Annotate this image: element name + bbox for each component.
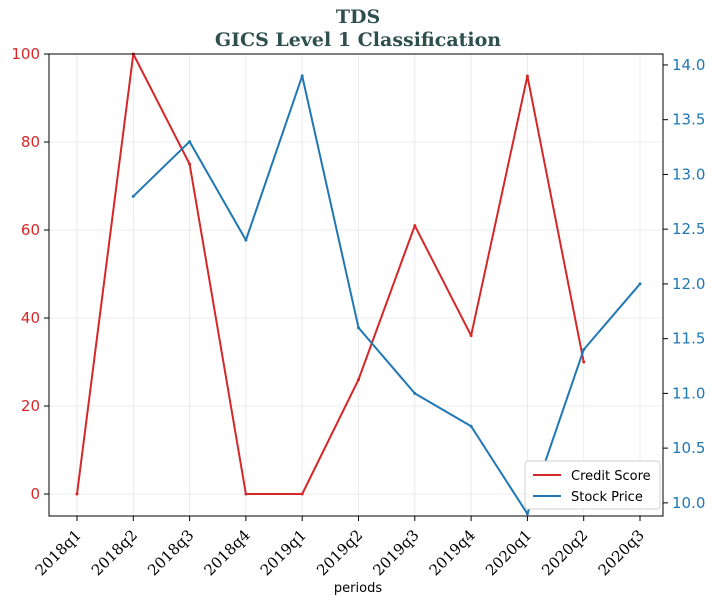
series-point-credit-score	[413, 224, 417, 228]
x-tick-label: 2020q1	[482, 526, 535, 579]
series-point-stock-price	[582, 348, 586, 352]
x-tick-label: 2020q3	[595, 526, 648, 579]
x-tick-label: 2018q1	[32, 526, 85, 579]
series-point-stock-price	[525, 512, 529, 516]
left-y-tick-label: 60	[21, 221, 40, 239]
right-y-tick-label: 11.0	[672, 384, 705, 402]
series-point-stock-price	[413, 391, 417, 395]
legend-label-stock-price: Stock Price	[571, 490, 643, 505]
series-point-stock-price	[357, 326, 360, 330]
x-axis-label: periods	[334, 581, 382, 596]
right-y-tick-label: 10.5	[672, 439, 705, 457]
x-tick-label: 2019q1	[257, 526, 310, 579]
x-axis: 2018q1 2018q2 2018q3 2018q4 2019q1 2019q2 2019…	[32, 516, 648, 579]
right-axis: 10.0 10.5 11.0 11.5 12.0 12.5 13.0 13.5 14.0	[663, 56, 705, 512]
x-tick-label: 2018q3	[144, 526, 197, 579]
series-point-credit-score	[188, 162, 192, 166]
series-line-credit-score	[76, 53, 585, 495]
grid-lines	[49, 53, 663, 516]
series-point-credit-score	[244, 492, 248, 496]
left-y-tick-label: 80	[21, 133, 40, 151]
x-tick-label: 2019q3	[369, 526, 422, 579]
right-y-tick-label: 13.0	[672, 165, 705, 183]
series-point-credit-score	[469, 334, 473, 338]
right-y-tick-label: 13.5	[672, 111, 705, 129]
left-axis: 0 20 40 60 80 100	[11, 45, 49, 503]
left-y-tick-label: 40	[21, 309, 40, 327]
legend: Credit Score Stock Price	[524, 460, 661, 510]
series-lines	[75, 52, 642, 516]
series-point-credit-score	[525, 74, 529, 78]
left-y-tick-label: 100	[11, 45, 40, 63]
series-point-stock-price	[300, 74, 304, 78]
chart-title-line-2: GICS Level 1 Classification	[215, 29, 501, 51]
series-line-stock-price	[132, 74, 641, 515]
series-point-stock-price	[131, 194, 135, 198]
series-point-stock-price	[188, 140, 192, 144]
series-point-stock-price	[638, 282, 642, 286]
series-point-credit-score	[75, 492, 79, 496]
right-y-tick-label: 10.0	[672, 494, 705, 512]
x-tick-label: 2019q4	[426, 526, 479, 579]
chart-title-line-1: TDS	[336, 6, 380, 28]
right-y-tick-label: 12.0	[672, 275, 705, 293]
series-point-stock-price	[469, 424, 473, 428]
series-point-credit-score	[300, 492, 304, 496]
series-point-stock-price	[244, 238, 248, 242]
right-y-tick-label: 11.5	[672, 330, 705, 348]
right-y-tick-label: 14.0	[672, 56, 705, 74]
x-tick-label: 2018q4	[200, 526, 253, 579]
series-point-credit-score	[357, 378, 360, 382]
plot-frame	[48, 53, 664, 517]
left-y-tick-label: 0	[30, 485, 40, 503]
series-point-credit-score	[582, 360, 586, 364]
x-tick-label: 2018q2	[88, 526, 141, 579]
x-tick-label: 2019q2	[313, 526, 366, 579]
right-y-tick-label: 12.5	[672, 220, 705, 238]
legend-label-credit-score: Credit Score	[571, 469, 651, 484]
left-y-tick-label: 20	[21, 397, 40, 415]
x-tick-label: 2020q2	[538, 526, 591, 579]
